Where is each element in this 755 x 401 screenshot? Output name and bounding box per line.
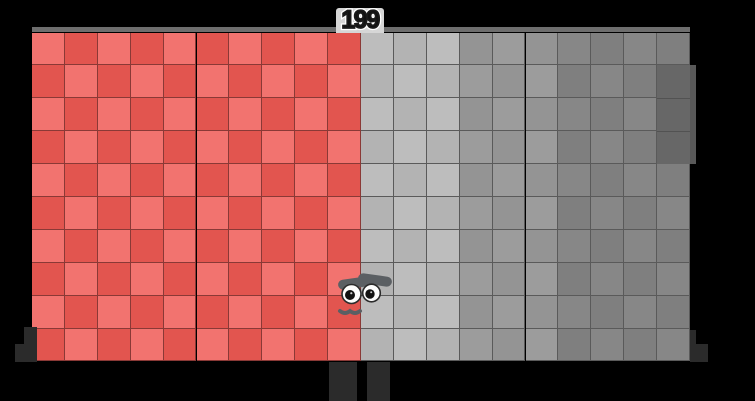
svg-text:199: 199: [341, 6, 379, 34]
